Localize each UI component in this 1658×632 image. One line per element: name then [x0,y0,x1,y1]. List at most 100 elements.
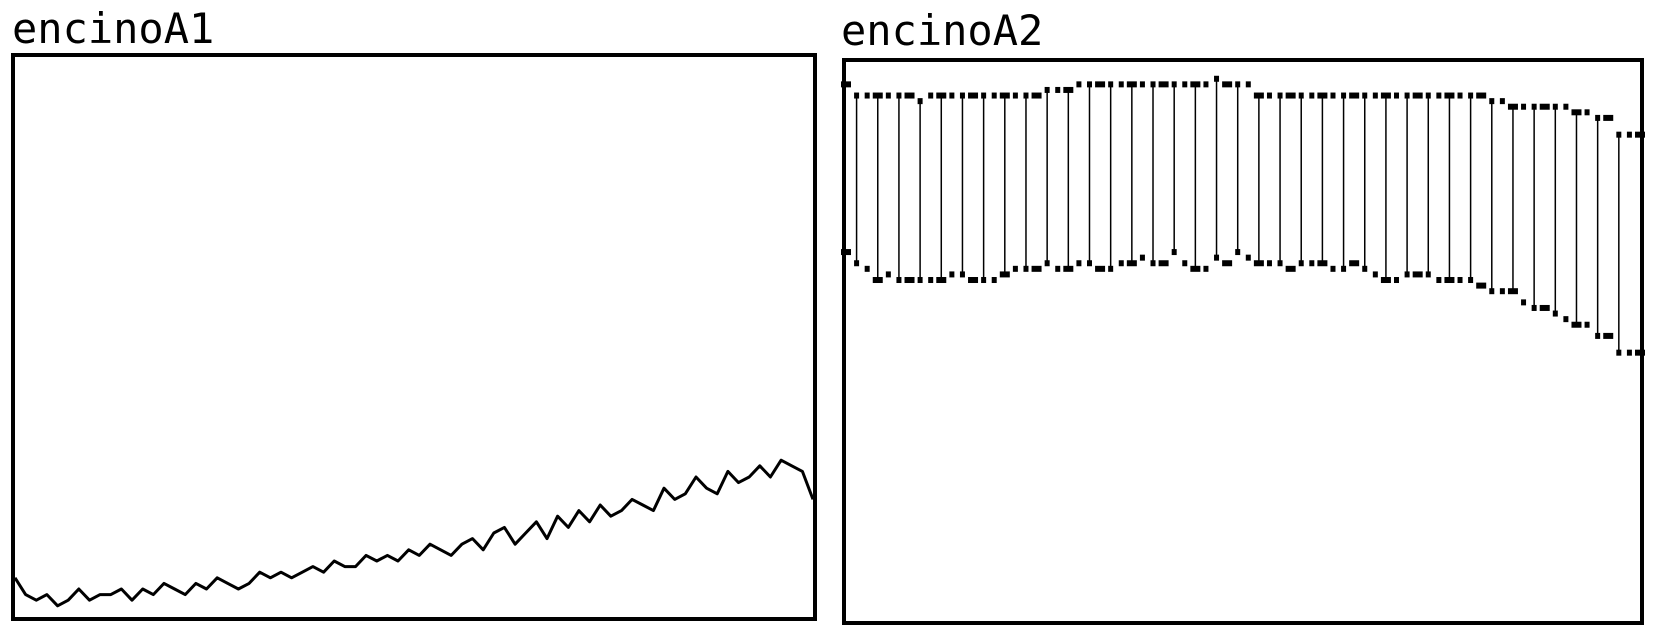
data-point [1635,131,1645,138]
data-point [1235,249,1241,256]
data-point [1150,81,1156,88]
data-point [896,92,902,99]
data-point [1203,81,1209,88]
data-point [1150,260,1156,267]
data-point [1139,254,1145,261]
data-point [1349,260,1360,267]
data-point [1063,265,1074,272]
data-point [864,265,870,272]
data-point [936,277,947,284]
data-point [968,92,979,99]
chart-title: encinoA1 [12,4,215,53]
data-point [1603,332,1614,339]
data-point [1563,316,1569,323]
plot-frame [11,53,817,621]
plot-area [841,75,1645,356]
data-point [1468,277,1474,284]
data-point [999,271,1010,278]
data-point [1095,81,1106,88]
data-point [1118,81,1124,88]
data-point [1126,81,1137,88]
data-point [1171,249,1177,256]
chart-title: encinoA2 [841,6,1044,55]
data-point [1539,103,1550,110]
data-point [1126,260,1137,267]
data-point [1012,92,1018,99]
data-point [1489,98,1495,105]
data-point [1203,265,1209,272]
data-point [1044,86,1050,93]
data-point [917,277,923,284]
data-point [1023,92,1029,99]
data-point [1584,321,1590,328]
series-line-0 [13,458,815,608]
data-point [1372,92,1378,99]
data-point [981,92,987,99]
data-point [1031,92,1042,99]
data-point [1285,92,1296,99]
data-point [1362,265,1368,272]
data-point [1626,349,1632,356]
data-point [1158,260,1169,267]
data-point [949,92,955,99]
data-point [1404,271,1410,278]
data-point [1584,109,1590,116]
data-point [1521,299,1527,306]
data-point [1253,92,1264,99]
data-point [1086,81,1092,88]
data-point [991,277,997,284]
data-point [1476,282,1487,289]
data-point [1616,131,1622,138]
data-point [1298,92,1304,99]
data-point [1616,349,1622,356]
data-point [841,81,851,88]
data-point [1190,81,1201,88]
chart-panel-encinoA2: encinoA2 [829,0,1658,632]
data-point [1245,81,1251,88]
data-point [1253,260,1264,267]
data-point [1394,277,1400,284]
data-point [1412,92,1423,99]
plot-frame [841,58,1645,625]
data-point [1055,86,1061,93]
data-point [991,92,997,99]
data-point [1457,277,1463,284]
data-point [949,271,955,278]
data-point [1425,92,1431,99]
data-point [1317,260,1328,267]
data-point [1531,103,1537,110]
plot-area [13,458,815,608]
data-point [1023,265,1029,272]
data-point [1425,271,1431,278]
data-point [1380,92,1391,99]
data-point [1603,114,1614,121]
data-point [1076,260,1082,267]
data-point [1571,321,1582,328]
data-point [1595,114,1601,121]
data-point [1309,260,1315,267]
data-point [864,92,870,99]
data-point [1222,260,1233,267]
data-point [1235,81,1241,88]
data-point [1182,81,1188,88]
data-point [1476,92,1487,99]
data-point [968,277,979,284]
data-point [904,92,915,99]
data-point [1626,131,1632,138]
data-point [1539,304,1550,311]
data-point [1190,265,1201,272]
data-point [936,92,947,99]
data-point [1552,310,1558,317]
data-point [1444,277,1455,284]
data-point [917,98,923,105]
chart-panel-encinoA1: encinoA1 [11,4,817,621]
data-point [1158,81,1169,88]
data-point [1563,103,1569,110]
data-point [1499,98,1505,105]
data-point [1266,260,1272,267]
data-point [928,277,934,284]
data-point [1468,92,1474,99]
data-point [1531,304,1537,311]
data-point [1341,265,1347,272]
data-point [1031,265,1042,272]
